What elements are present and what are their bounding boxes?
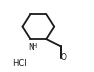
Text: H: H <box>31 43 37 49</box>
Text: N: N <box>28 43 34 52</box>
Text: O: O <box>61 53 67 62</box>
Text: HCl: HCl <box>12 59 27 68</box>
